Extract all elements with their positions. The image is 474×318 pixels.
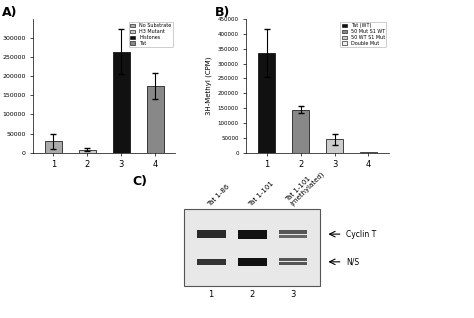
Bar [113, 52, 130, 153]
Bar [326, 139, 343, 153]
Bar [197, 230, 226, 238]
Legend: Tat (WT), 50 Mut S1 WT, 50 WT S1 Mut, Double Mut: Tat (WT), 50 Mut S1 WT, 50 WT S1 Mut, Do… [340, 22, 386, 47]
Text: Tat 1-86: Tat 1-86 [207, 183, 231, 207]
Bar [258, 53, 275, 153]
Text: Tat 1-101
(methylated): Tat 1-101 (methylated) [284, 166, 325, 207]
Text: N/S: N/S [346, 257, 359, 266]
Text: C): C) [133, 175, 148, 188]
Text: 2: 2 [249, 290, 255, 299]
Text: Tat 1-101: Tat 1-101 [248, 180, 275, 207]
Bar [146, 86, 164, 153]
Bar [280, 230, 307, 233]
Bar [45, 141, 62, 153]
Bar [292, 110, 309, 153]
Bar [237, 258, 267, 266]
Text: 3: 3 [291, 290, 296, 299]
Bar [280, 258, 307, 261]
Bar [237, 230, 267, 239]
Y-axis label: 3H-Methyl (CPM): 3H-Methyl (CPM) [206, 57, 212, 115]
Bar [184, 210, 320, 287]
Text: Cyclin T: Cyclin T [346, 230, 376, 238]
Bar [79, 149, 96, 153]
Text: A): A) [2, 6, 18, 19]
Text: 1: 1 [209, 290, 214, 299]
Bar [280, 262, 307, 265]
Bar [280, 235, 307, 238]
Text: B): B) [215, 6, 230, 19]
Bar [197, 259, 226, 265]
Legend: No Substrate, H3 Mutant, Histones, Tat: No Substrate, H3 Mutant, Histones, Tat [129, 22, 173, 47]
